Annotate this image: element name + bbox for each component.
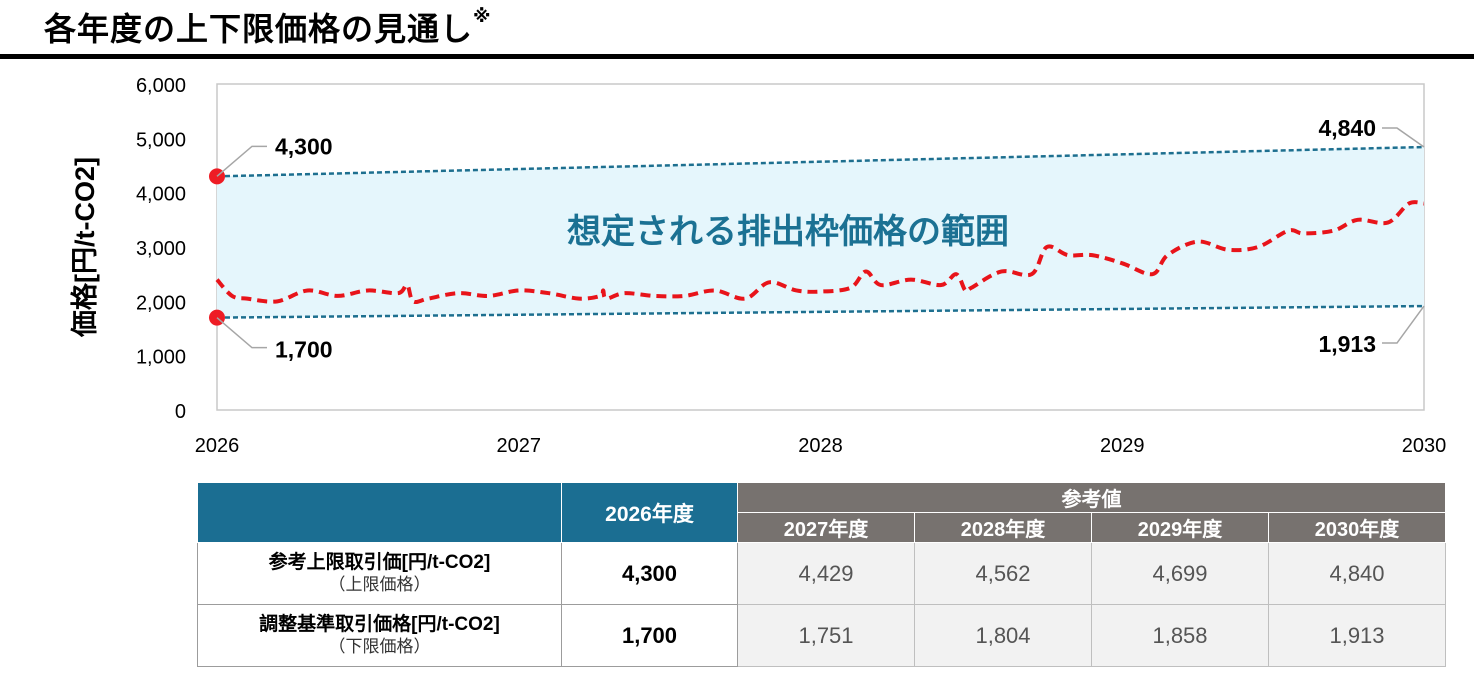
row-lower-label-text: 調整基準取引価格[円/t-CO2] <box>259 613 500 635</box>
price-table: 2026年度 参考値 2027年度 2028年度 2029年度 2030年度 参… <box>197 482 1446 667</box>
page-title: 各年度の上下限価格の見通し※ <box>44 4 492 50</box>
y-tick-label: 0 <box>175 401 186 423</box>
header-2030: 2030年度 <box>1268 512 1446 543</box>
upper-start-leader <box>216 145 267 177</box>
upper-start-label: 4,300 <box>275 133 333 159</box>
y-tick-label: 4,000 <box>136 184 186 206</box>
upper-limit-line <box>216 145 1425 178</box>
table-row-upper: 参考上限取引価[円/t-CO2] （上限価格） 4,300 4,429 4,56… <box>197 542 1446 605</box>
title-rule <box>0 54 1474 59</box>
row-lower-sublabel: （下限価格） <box>328 636 431 656</box>
header-2029: 2029年度 <box>1091 512 1269 543</box>
x-tick-label: 2027 <box>497 435 542 457</box>
price-range-band <box>217 147 1424 318</box>
x-tick-label: 2029 <box>1100 435 1145 457</box>
x-tick-label: 2030 <box>1402 435 1447 457</box>
row-upper-sublabel: （上限価格） <box>328 574 431 594</box>
upper-end-label: 4,840 <box>1318 115 1376 141</box>
lower-end-leader <box>1382 305 1425 344</box>
page-title-text: 各年度の上下限価格の見通し <box>44 10 474 48</box>
upper-2026-value: 4,300 <box>561 542 738 605</box>
row-upper-label-text: 参考上限取引価[円/t-CO2] <box>268 551 491 573</box>
lower-2029-value: 1,858 <box>1091 604 1269 667</box>
lower-2027-value: 1,751 <box>737 604 915 667</box>
y-axis-title: 価格[円/t-CO2] <box>70 157 100 338</box>
y-tick-label: 5,000 <box>136 129 186 151</box>
lower-2028-value: 1,804 <box>914 604 1092 667</box>
lower-limit-line <box>216 304 1425 319</box>
upper-2027-value: 4,429 <box>737 542 915 605</box>
header-reference-group: 参考値 <box>737 482 1446 513</box>
upper-end-leader <box>1382 127 1425 148</box>
lower-2030-value: 1,913 <box>1268 604 1446 667</box>
y-tick-label: 6,000 <box>136 75 186 97</box>
header-2027: 2027年度 <box>737 512 915 543</box>
header-2028: 2028年度 <box>914 512 1092 543</box>
lower-start-leader <box>216 317 267 349</box>
lower-start-label: 1,700 <box>275 337 333 363</box>
header-2026: 2026年度 <box>561 482 738 543</box>
lower-end-label: 1,913 <box>1318 331 1376 357</box>
row-lower-label: 調整基準取引価格[円/t-CO2] （下限価格） <box>197 604 562 667</box>
x-tick-label: 2028 <box>798 435 843 457</box>
title-footnote-mark: ※ <box>473 6 492 27</box>
table-header-blank <box>197 482 562 543</box>
table-row-lower: 調整基準取引価格[円/t-CO2] （下限価格） 1,700 1,751 1,8… <box>197 604 1446 667</box>
upper-2030-value: 4,840 <box>1268 542 1446 605</box>
price-range-chart: 4,300 1,700 4,840 1,913 想定される排出枠価格の範囲 6,000 5,… <box>70 75 1447 457</box>
upper-2029-value: 4,699 <box>1091 542 1269 605</box>
lower-2026-value: 1,700 <box>561 604 738 667</box>
upper-2028-value: 4,562 <box>914 542 1092 605</box>
y-tick-label: 2,000 <box>136 292 186 314</box>
band-label: 想定される排出枠価格の範囲 <box>567 213 1009 251</box>
y-tick-label: 3,000 <box>136 238 186 260</box>
price-path-line <box>215 200 1425 305</box>
x-tick-label: 2026 <box>195 435 240 457</box>
row-upper-label: 参考上限取引価[円/t-CO2] （上限価格） <box>197 542 562 605</box>
y-tick-label: 1,000 <box>136 347 186 369</box>
